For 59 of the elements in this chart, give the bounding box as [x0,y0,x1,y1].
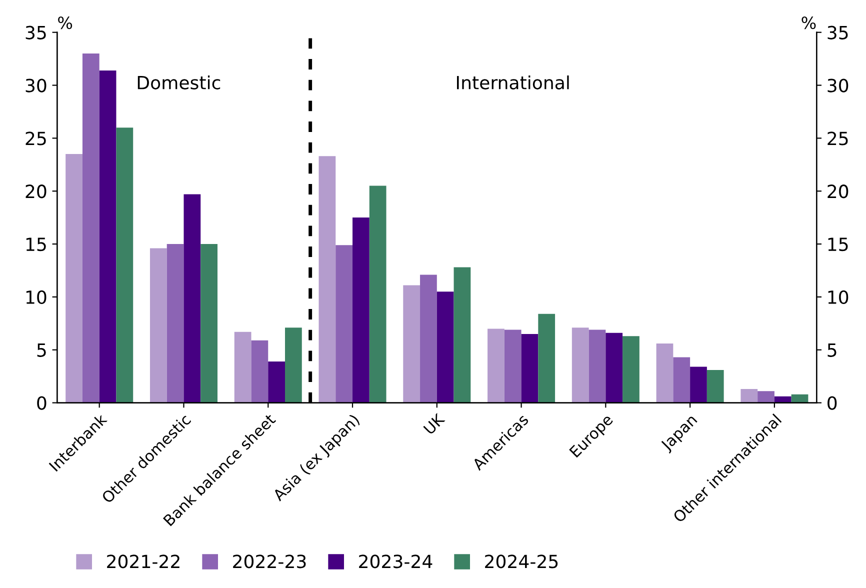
annotation: Domestic [138,75,220,90]
bar [99,70,116,403]
bar [318,156,336,403]
bar [403,285,420,403]
bar [234,332,252,403]
annotation: International [457,75,569,90]
bar [606,332,623,403]
legend-label: 2023-24 [359,554,432,568]
bar [572,328,589,403]
y-tick-label: 0 [37,396,46,410]
bar [268,362,285,403]
bar [116,128,134,403]
bar [454,267,471,403]
y-tick-label: 25 [26,132,46,146]
y2-tick-label: 15 [828,238,848,252]
y2-axis-title: % [802,16,816,30]
bar [656,344,674,403]
y2-tick-label: 20 [828,184,848,198]
legend-label: 2021-22 [107,554,180,568]
y2-tick-label: 5 [828,344,836,357]
bar [150,248,167,403]
bar [82,54,100,403]
bar [369,186,386,403]
bar [436,292,454,403]
bar [504,330,522,403]
bar [285,328,302,403]
y2-tick-label: 10 [828,290,848,304]
bar [758,391,774,403]
bar [488,328,504,403]
y2-tick-label: 30 [828,78,848,92]
bar [690,366,707,403]
bar [622,336,640,403]
bar [166,244,184,403]
y2-tick-label: 35 [828,26,848,40]
y-axis-title: % [58,16,72,30]
y-tick-label: 15 [26,238,46,252]
bar [538,314,556,403]
bar [588,330,606,403]
bar [184,194,201,403]
bar [706,370,724,403]
legend-label: 2024-25 [485,554,558,568]
y-tick-label: 20 [26,184,46,198]
bar [420,274,437,403]
bar [336,245,353,403]
y-tick-label: 30 [26,78,46,92]
x-tick-label: UK [423,412,446,435]
legend-label: 2022-23 [233,554,306,568]
bar [352,218,370,403]
bar [673,357,690,403]
bar [521,334,538,403]
y2-tick-label: 0 [828,396,837,410]
y-tick-label: 10 [26,290,46,304]
y-tick-label: 5 [37,344,46,357]
y-tick-label: 35 [26,26,46,40]
y2-tick-label: 25 [828,132,848,146]
bar [740,389,758,403]
bar [200,244,218,403]
bar [251,340,268,403]
bar [66,154,82,403]
